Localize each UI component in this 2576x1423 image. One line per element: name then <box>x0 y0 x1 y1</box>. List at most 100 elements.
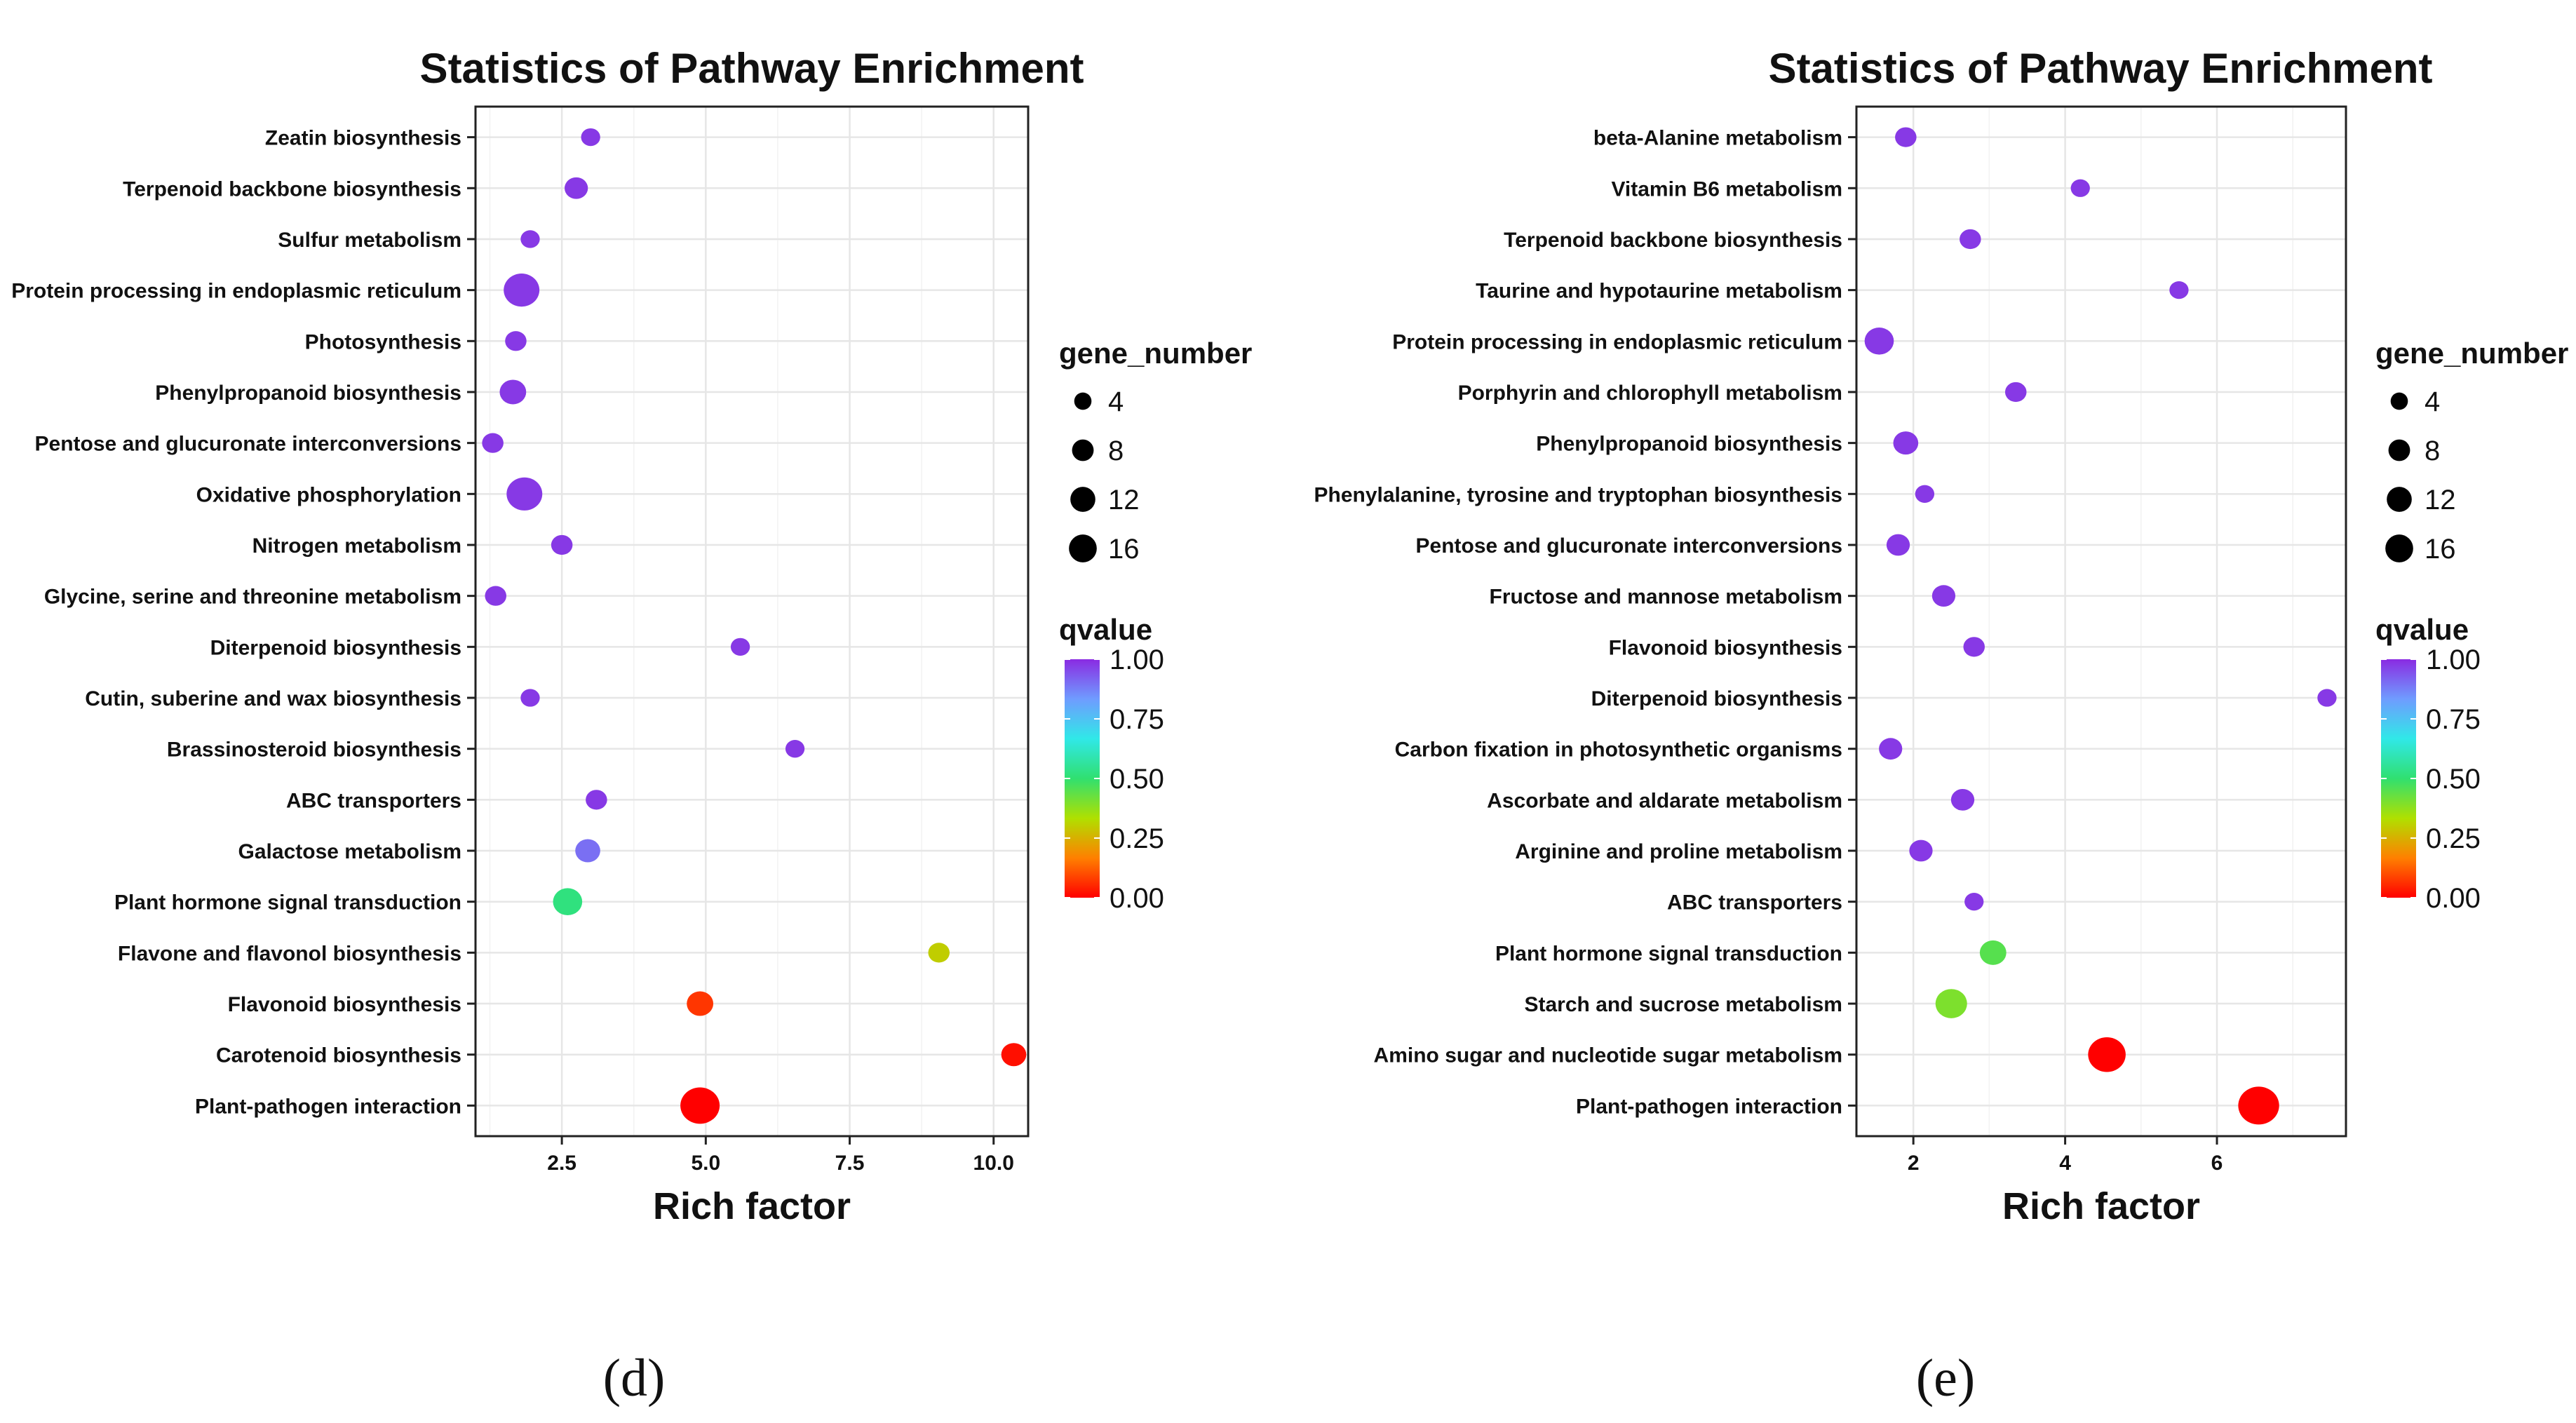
data-point <box>505 331 527 351</box>
y-tick-label: Phenylpropanoid biosynthesis <box>155 382 461 405</box>
x-tick-label: 2 <box>1908 1152 1920 1175</box>
y-tick-label: Diterpenoid biosynthesis <box>1591 687 1842 710</box>
legend-color-label: 0.50 <box>2426 764 2481 795</box>
y-tick-label: Protein processing in endoplasmic reticu… <box>11 280 461 303</box>
panel-label: (d) <box>603 1349 666 1408</box>
y-tick-label: Glycine, serine and threonine metabolism <box>44 586 461 609</box>
plot-border <box>474 105 1030 1138</box>
data-point <box>586 790 607 810</box>
x-tick-label: 2.5 <box>547 1152 576 1175</box>
data-point <box>1964 893 1984 911</box>
data-point <box>1893 431 1919 455</box>
data-point <box>1886 534 1910 556</box>
legend-size-label: 12 <box>2425 485 2456 515</box>
legend-size-dot <box>2388 439 2410 461</box>
legend-color-label: 0.50 <box>1110 764 1164 795</box>
y-tick-label: Brassinosteroid biosynthesis <box>167 739 461 762</box>
data-point <box>2317 689 2337 707</box>
chart-title: Statistics of Pathway Enrichment <box>420 45 1084 92</box>
legend-size-dot <box>2387 487 2412 512</box>
data-point <box>506 477 543 511</box>
y-tick-label: Ascorbate and aldarate metabolism <box>1487 789 1842 812</box>
data-point <box>1960 229 1981 250</box>
y-tick-label: Flavonoid biosynthesis <box>1609 636 1842 659</box>
data-point <box>565 177 588 199</box>
x-tick-label: 7.5 <box>835 1152 865 1175</box>
data-point <box>520 689 540 707</box>
data-point <box>1879 738 1903 760</box>
legend-color-label: 0.00 <box>2426 883 2481 914</box>
data-point <box>1950 788 1975 811</box>
data-point <box>687 991 714 1016</box>
x-tick-label: 6 <box>2211 1152 2223 1175</box>
y-tick-label: ABC transporters <box>286 789 461 812</box>
data-point <box>504 274 540 307</box>
y-tick-label: Phenylalanine, tyrosine and tryptophan b… <box>1314 483 1843 506</box>
data-point <box>680 1087 720 1124</box>
y-tick-label: Porphyrin and chlorophyll metabolism <box>1458 382 1842 405</box>
y-tick-label: Pentose and glucuronate interconversions <box>1416 534 1842 558</box>
chart-panel-e: Statistics of Pathway Enrichment beta-Ala… <box>1314 45 2569 1408</box>
data-point <box>928 943 950 963</box>
y-tick-label: Photosynthesis <box>305 330 461 353</box>
plot-area <box>1856 107 2346 1136</box>
data-point <box>499 379 527 405</box>
data-point <box>551 534 573 555</box>
legend-size-dot <box>1069 534 1097 562</box>
y-tick-label: Flavone and flavonol biosynthesis <box>118 942 461 965</box>
y-tick-label: ABC transporters <box>1667 891 1842 915</box>
data-point <box>581 128 600 147</box>
legend-size-label: 8 <box>1108 436 1124 466</box>
x-tick-label: 5.0 <box>691 1152 720 1175</box>
legend-color-title: qvalue <box>1059 613 1152 646</box>
data-point <box>2070 179 2090 197</box>
legend-color-label: 0.25 <box>2426 823 2481 854</box>
data-point <box>520 230 540 248</box>
data-point <box>785 740 805 758</box>
legend-size-label: 12 <box>1108 485 1140 515</box>
legend-size-dot <box>1074 392 1092 410</box>
y-tick-label: Vitamin B6 metabolism <box>1611 177 1842 201</box>
y-tick-label: beta-Alanine metabolism <box>1593 127 1842 150</box>
data-point <box>1931 585 1956 607</box>
y-tick-label: Cutin, suberine and wax biosynthesis <box>85 687 461 710</box>
data-point <box>730 638 750 656</box>
y-tick-label: Terpenoid backbone biosynthesis <box>1504 229 1842 252</box>
data-point <box>2238 1086 2279 1125</box>
legend-size-label: 16 <box>1108 534 1140 565</box>
y-tick-label: Carotenoid biosynthesis <box>216 1044 461 1067</box>
legend-size-label: 8 <box>2425 436 2440 466</box>
legend-colorbar <box>2381 659 2416 898</box>
legend-color-label: 1.00 <box>1110 645 1164 675</box>
data-point <box>1895 127 1917 147</box>
y-tick-label: Nitrogen metabolism <box>252 534 461 558</box>
data-point <box>553 888 583 915</box>
chart-title: Statistics of Pathway Enrichment <box>1769 45 2433 92</box>
legend-size-dot <box>1070 487 1095 512</box>
legend-color-label: 1.00 <box>2426 645 2481 675</box>
data-point <box>485 586 506 606</box>
legend-size-title: gene_number <box>2375 337 2568 370</box>
x-tick-label: 4 <box>2059 1152 2071 1175</box>
y-tick-label: Fructose and mannose metabolism <box>1490 586 1842 609</box>
data-point <box>2004 382 2027 403</box>
x-axis-title: Rich factor <box>2002 1185 2200 1227</box>
y-tick-label: Amino sugar and nucleotide sugar metabol… <box>1374 1044 1842 1067</box>
legend-size-dot <box>2385 534 2413 562</box>
legend-color-label: 0.25 <box>1110 823 1164 854</box>
y-tick-label: Galactose metabolism <box>238 840 461 863</box>
data-point <box>1001 1043 1027 1067</box>
legend-size-dot <box>2390 392 2408 410</box>
data-point <box>575 839 600 863</box>
legend-size-label: 4 <box>1108 386 1124 417</box>
y-tick-label: Arginine and proline metabolism <box>1515 840 1842 863</box>
y-tick-label: Carbon fixation in photosynthetic organi… <box>1395 739 1842 762</box>
chart-panel-d: Statistics of Pathway Enrichment Zeatin b… <box>11 45 1252 1408</box>
data-point <box>1963 637 1985 657</box>
y-tick-label: Zeatin biosynthesis <box>265 127 461 150</box>
plot-area <box>476 107 1028 1136</box>
legend-colorbar <box>1065 659 1100 898</box>
data-point <box>1915 485 1935 503</box>
data-point <box>1864 328 1894 355</box>
